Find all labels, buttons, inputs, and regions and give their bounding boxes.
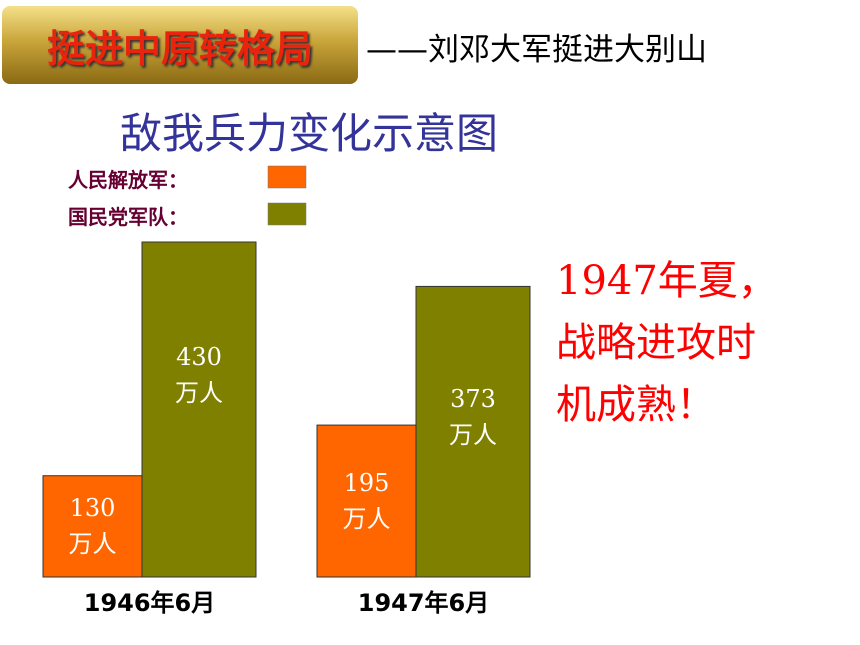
value-label: 430万人 [175,343,223,408]
bar [415,285,531,578]
legend-swatch [267,165,307,189]
annotation-line: 1947年夏， [556,258,778,304]
legend-label: 国民党军队： [68,205,188,229]
legend-label: 人民解放军： [68,168,188,192]
value-label: 195万人 [342,469,391,534]
bar [141,241,257,578]
header-subtitle: ——刘邓大军挺进大别山 [366,32,707,68]
x-tick-label: 1946年6月 [83,589,216,617]
value-label: 130万人 [68,494,117,559]
annotation: 1947年夏， 战略进攻时机成熟！ [556,250,778,436]
x-tick-label: 1947年6月 [357,589,490,617]
legend-swatch [267,202,307,226]
annotation-line: 战略进攻时 [556,320,756,366]
annotation-line: 机成熟！ [556,382,716,428]
value-label: 373万人 [449,385,497,450]
bar [316,424,417,578]
bar [42,475,143,578]
chart-title: 敌我兵力变化示意图 [120,109,499,158]
header-title: 挺进中原转格局 [2,6,358,84]
